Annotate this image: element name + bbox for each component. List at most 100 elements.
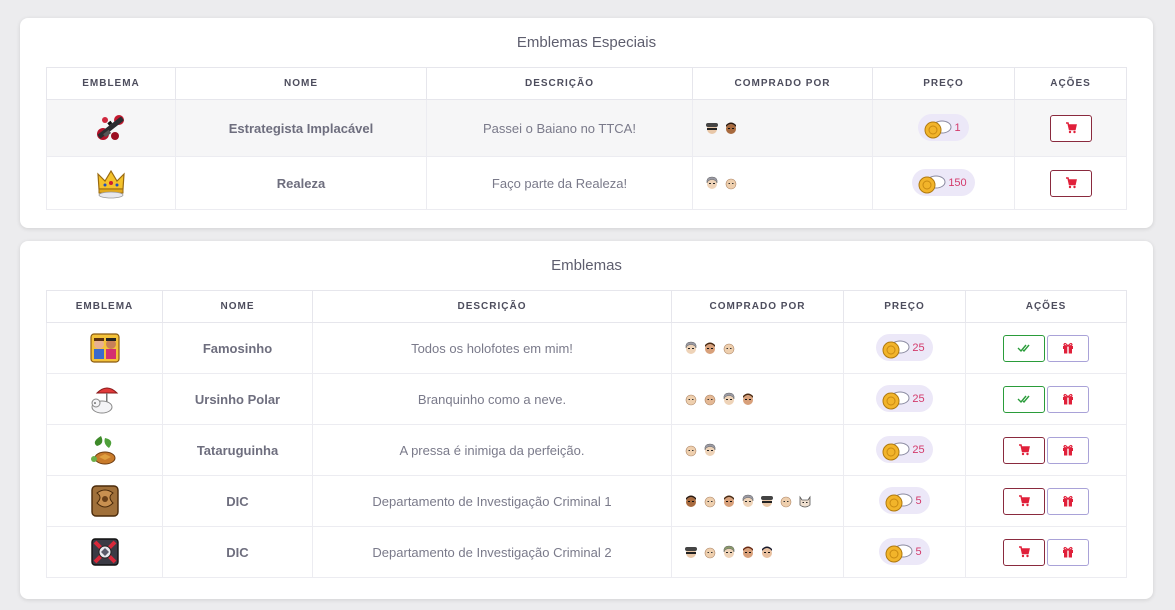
actions-cell: [1014, 99, 1127, 157]
column-header-comprado-por: Comprado por: [671, 290, 844, 323]
buyers-cell: [692, 99, 873, 157]
coin-cloud-icon: [882, 391, 910, 410]
owned-button[interactable]: [1003, 334, 1045, 362]
rifle-badge-icon: [97, 115, 124, 140]
avatar-light[interactable]: [722, 340, 736, 356]
price-value: 25: [912, 392, 925, 405]
table-row: Realeza Faço parte da Realeza! 150: [46, 156, 1127, 210]
actions-cell: [965, 424, 1127, 476]
price-value: 150: [948, 176, 967, 189]
gift-button[interactable]: [1047, 538, 1089, 566]
price-cell: 5: [843, 475, 966, 527]
badge-cell: [46, 156, 176, 210]
avatar-cat[interactable]: [798, 493, 812, 509]
column-header-preco: Preço: [843, 290, 966, 323]
price-tag: 5: [879, 487, 930, 515]
badges-title: Emblemas: [551, 257, 622, 274]
dic-gold-badge-icon: [90, 485, 119, 517]
table-row: DIC Departamento de Investigação Crimina…: [46, 526, 1127, 578]
avatar-dark[interactable]: [684, 493, 698, 509]
price-tag: 150: [912, 169, 975, 197]
actions-cell: [965, 322, 1127, 374]
avatar-light[interactable]: [703, 493, 717, 509]
column-header-emblema: Emblema: [46, 67, 176, 100]
buyers-cell: [671, 475, 844, 527]
actions-cell: [965, 373, 1127, 425]
buy-button[interactable]: [1003, 487, 1045, 515]
buy-button[interactable]: [1003, 436, 1045, 464]
badge-description: Departamento de Investigação Criminal 1: [312, 475, 672, 527]
avatar-brown[interactable]: [741, 391, 755, 407]
table-row: Tataruguinha A pressa é inimiga da perfe…: [46, 424, 1127, 476]
coin-cloud-icon: [885, 493, 913, 512]
crown-badge-icon: [97, 169, 125, 199]
badge-description: Passei o Baiano no TTCA!: [426, 99, 693, 157]
price-tag: 25: [876, 334, 933, 362]
column-header-acoes: Ações: [1014, 67, 1127, 100]
avatar-grey[interactable]: [705, 175, 719, 191]
polar-bear-badge-icon: [91, 387, 118, 414]
price-tag: 25: [876, 436, 933, 464]
special-badges-table: Emblema Nome Descrição Comprado por Preç…: [46, 67, 1127, 210]
avatar-grey[interactable]: [741, 493, 755, 509]
avatar-cap[interactable]: [760, 493, 774, 509]
avatar-grey[interactable]: [703, 442, 717, 458]
buy-button[interactable]: [1049, 169, 1092, 197]
gift-button[interactable]: [1047, 487, 1089, 515]
table-header-row: Emblema Nome Descrição Comprado por Preç…: [46, 290, 1127, 323]
price-tag: 5: [879, 538, 930, 566]
gift-button[interactable]: [1047, 385, 1089, 413]
buyers-cell: [671, 322, 844, 374]
avatar-grey[interactable]: [722, 391, 736, 407]
avatar-grey[interactable]: [684, 340, 698, 356]
double-check-icon: [1017, 344, 1030, 353]
avatar-brown[interactable]: [741, 544, 755, 560]
avatar-brown[interactable]: [703, 340, 717, 356]
avatar-cap[interactable]: [705, 120, 719, 136]
avatar-dark[interactable]: [724, 120, 738, 136]
avatar-light[interactable]: [684, 442, 698, 458]
badge-cell: [46, 526, 163, 578]
actions-cell: [965, 475, 1127, 527]
badge-cell: [46, 424, 163, 476]
gift-button[interactable]: [1047, 436, 1089, 464]
badge-name: Famosinho: [162, 322, 313, 374]
avatar-dark[interactable]: [760, 544, 774, 560]
cart-icon: [1019, 546, 1030, 558]
coin-cloud-icon: [918, 175, 946, 194]
table-row: DIC Departamento de Investigação Crimina…: [46, 475, 1127, 527]
avatar-light[interactable]: [703, 544, 717, 560]
badge-name: Ursinho Polar: [162, 373, 313, 425]
price-tag: 25: [876, 385, 933, 413]
avatar-cap[interactable]: [684, 544, 698, 560]
gift-button[interactable]: [1047, 334, 1089, 362]
column-header-nome: Nome: [175, 67, 427, 100]
badges-table: Emblema Nome Descrição Comprado por Preç…: [46, 290, 1127, 578]
avatar-grey[interactable]: [722, 544, 736, 560]
price-cell: 25: [843, 373, 966, 425]
table-header-row: Emblema Nome Descrição Comprado por Preç…: [46, 67, 1127, 100]
gift-icon: [1063, 444, 1073, 456]
buyers-cell: [671, 526, 844, 578]
badge-cell: [46, 322, 163, 374]
avatar-light[interactable]: [703, 391, 717, 407]
gift-icon: [1063, 342, 1073, 354]
owned-button[interactable]: [1003, 385, 1045, 413]
avatar-brown[interactable]: [722, 493, 736, 509]
avatar-light[interactable]: [779, 493, 793, 509]
cart-icon: [1019, 444, 1030, 456]
column-header-nome: Nome: [162, 290, 313, 323]
gift-icon: [1063, 495, 1073, 507]
price-tag: 1: [918, 114, 969, 142]
badge-cell: [46, 373, 163, 425]
buy-button[interactable]: [1049, 114, 1092, 142]
turtle-badge-icon: [90, 436, 115, 465]
column-header-preco: Preço: [872, 67, 1015, 100]
buy-button[interactable]: [1003, 538, 1045, 566]
buyers-cell: [671, 424, 844, 476]
buyers-cell: [671, 373, 844, 425]
avatar-light[interactable]: [684, 391, 698, 407]
avatar-light[interactable]: [724, 175, 738, 191]
badge-description: Faço parte da Realeza!: [426, 156, 693, 210]
table-row: Famosinho Todos os holofotes em mim! 25: [46, 322, 1127, 374]
